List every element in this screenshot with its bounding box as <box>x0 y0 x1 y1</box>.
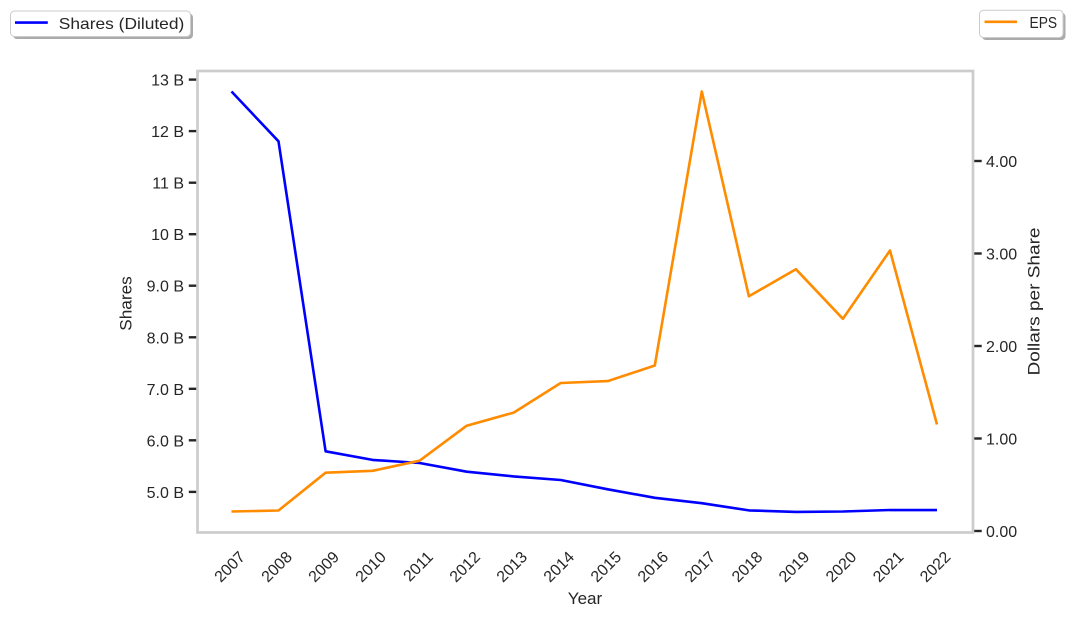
svg-text:Shares (Diluted): Shares (Diluted) <box>59 16 185 33</box>
svg-text:2.00: 2.00 <box>986 339 1017 356</box>
svg-text:Dollars per Share: Dollars per Share <box>1025 228 1044 376</box>
svg-text:6.0 B: 6.0 B <box>147 433 184 450</box>
svg-text:12 B: 12 B <box>151 124 184 141</box>
svg-text:EPS: EPS <box>1030 15 1058 32</box>
svg-text:0.00: 0.00 <box>986 524 1017 541</box>
svg-text:Shares: Shares <box>117 276 136 331</box>
svg-text:13 B: 13 B <box>151 73 184 90</box>
svg-text:9.0 B: 9.0 B <box>147 279 184 296</box>
svg-text:10 B: 10 B <box>151 227 184 244</box>
svg-text:Year: Year <box>568 589 603 608</box>
svg-text:3.00: 3.00 <box>986 247 1017 264</box>
svg-text:5.0 B: 5.0 B <box>147 485 184 502</box>
svg-text:11 B: 11 B <box>152 176 184 193</box>
svg-text:7.0 B: 7.0 B <box>147 382 184 399</box>
svg-text:1.00: 1.00 <box>986 432 1017 449</box>
svg-text:8.0 B: 8.0 B <box>147 330 184 347</box>
svg-text:4.00: 4.00 <box>986 154 1017 171</box>
